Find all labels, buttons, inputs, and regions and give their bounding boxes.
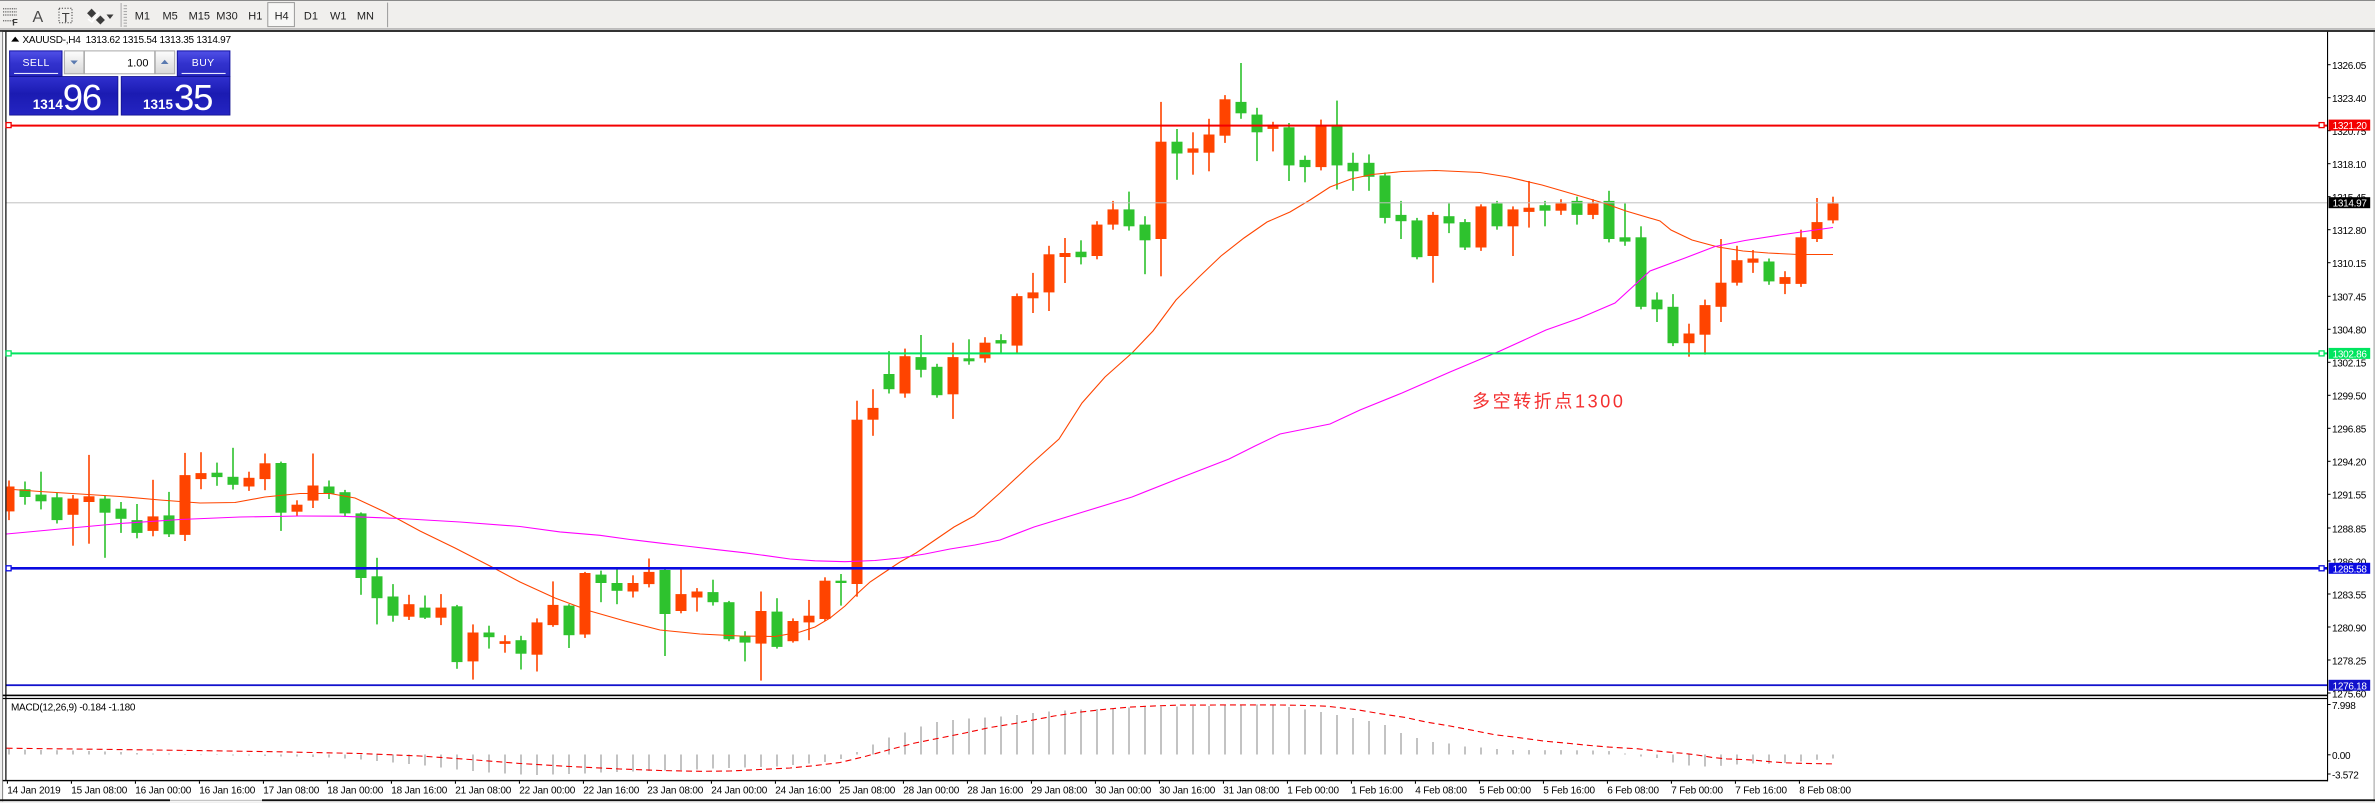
svg-text:M1: M1 [135,10,150,22]
svg-text:M15: M15 [189,10,210,22]
svg-text:5 Feb 00:00: 5 Feb 00:00 [1479,785,1531,796]
svg-text:1278.25: 1278.25 [2332,656,2367,667]
svg-text:SELL: SELL [23,57,50,69]
svg-text:21 Jan 08:00: 21 Jan 08:00 [455,785,512,796]
svg-text:28 Jan 00:00: 28 Jan 00:00 [903,785,960,796]
svg-text:1320.75: 1320.75 [2332,127,2367,138]
svg-text:1302.86: 1302.86 [2333,349,2368,360]
svg-text:M5: M5 [163,10,178,22]
svg-text:多空转折点1300: 多空转折点1300 [1472,392,1625,412]
svg-text:1314.97: 1314.97 [2333,199,2368,210]
svg-text:XAUUSD-,H4 1313.62 1315.54 13: XAUUSD-,H4 1313.62 1315.54 1313.35 1314.… [23,35,232,46]
svg-text:1321.20: 1321.20 [2333,121,2368,132]
svg-text:16 Jan 16:00: 16 Jan 16:00 [199,785,256,796]
svg-text:1294.20: 1294.20 [2332,458,2367,469]
svg-text:96: 96 [63,77,101,118]
svg-text:1314: 1314 [33,97,64,112]
svg-text:A: A [33,9,44,26]
svg-text:18 Jan 00:00: 18 Jan 00:00 [327,785,384,796]
svg-text:30 Jan 16:00: 30 Jan 16:00 [1159,785,1216,796]
svg-text:1312.80: 1312.80 [2332,226,2367,237]
svg-text:18 Jan 16:00: 18 Jan 16:00 [391,785,448,796]
svg-text:1288.85: 1288.85 [2332,524,2367,535]
svg-text:17 Jan 08:00: 17 Jan 08:00 [263,785,320,796]
svg-text:1276.18: 1276.18 [2333,681,2368,692]
svg-text:1296.85: 1296.85 [2332,425,2367,436]
svg-text:24 Jan 16:00: 24 Jan 16:00 [775,785,832,796]
svg-text:15 Jan 08:00: 15 Jan 08:00 [71,785,128,796]
svg-text:22 Jan 00:00: 22 Jan 00:00 [519,785,576,796]
svg-text:8 Feb 08:00: 8 Feb 08:00 [1799,785,1851,796]
svg-text:1304.80: 1304.80 [2332,326,2367,337]
svg-text:1275.60: 1275.60 [2332,689,2367,700]
svg-text:1299.50: 1299.50 [2332,392,2367,403]
svg-text:25 Jan 08:00: 25 Jan 08:00 [839,785,896,796]
svg-text:MACD(12,26,9) -0.184 -1.180: MACD(12,26,9) -0.184 -1.180 [11,703,136,714]
svg-text:1291.55: 1291.55 [2332,491,2367,502]
svg-text:7 Feb 16:00: 7 Feb 16:00 [1735,785,1787,796]
svg-text:BUY: BUY [192,57,215,69]
svg-text:23 Jan 08:00: 23 Jan 08:00 [647,785,704,796]
svg-text:4 Feb 08:00: 4 Feb 08:00 [1415,785,1467,796]
svg-text:1 Feb 16:00: 1 Feb 16:00 [1351,785,1403,796]
svg-text:1326.05: 1326.05 [2332,61,2367,72]
svg-text:0.00: 0.00 [2332,751,2351,762]
svg-text:28 Jan 16:00: 28 Jan 16:00 [967,785,1024,796]
svg-text:1280.90: 1280.90 [2332,623,2367,634]
svg-text:H1: H1 [248,10,262,22]
svg-text:30 Jan 00:00: 30 Jan 00:00 [1095,785,1152,796]
svg-text:24 Jan 00:00: 24 Jan 00:00 [711,785,768,796]
svg-text:31 Jan 08:00: 31 Jan 08:00 [1223,785,1280,796]
svg-text:29 Jan 08:00: 29 Jan 08:00 [1031,785,1088,796]
svg-text:1302.15: 1302.15 [2332,359,2367,370]
svg-text:1315: 1315 [143,97,174,112]
svg-text:1 Feb 00:00: 1 Feb 00:00 [1287,785,1339,796]
svg-text:H4: H4 [275,10,289,22]
svg-text:W1: W1 [330,10,347,22]
svg-text:1285.58: 1285.58 [2333,564,2368,575]
svg-text:7.998: 7.998 [2332,701,2356,712]
svg-text:1323.40: 1323.40 [2332,94,2367,105]
svg-text:1318.10: 1318.10 [2332,160,2367,171]
svg-text:D1: D1 [304,10,318,22]
svg-text:14 Jan 2019: 14 Jan 2019 [7,785,61,796]
svg-text:6 Feb 08:00: 6 Feb 08:00 [1607,785,1659,796]
svg-text:5 Feb 16:00: 5 Feb 16:00 [1543,785,1595,796]
svg-text:MN: MN [357,10,374,22]
svg-text:22 Jan 16:00: 22 Jan 16:00 [583,785,640,796]
svg-text:-3.572: -3.572 [2332,770,2359,781]
svg-text:1307.45: 1307.45 [2332,293,2367,304]
svg-text:1283.55: 1283.55 [2332,590,2367,601]
svg-text:16 Jan 00:00: 16 Jan 00:00 [135,785,192,796]
svg-text:7 Feb 00:00: 7 Feb 00:00 [1671,785,1723,796]
svg-text:M30: M30 [216,10,237,22]
svg-text:F: F [12,18,18,28]
svg-text:1310.15: 1310.15 [2332,259,2367,270]
svg-text:35: 35 [174,77,212,118]
svg-text:T: T [62,10,70,25]
svg-text:1.00: 1.00 [127,57,148,69]
